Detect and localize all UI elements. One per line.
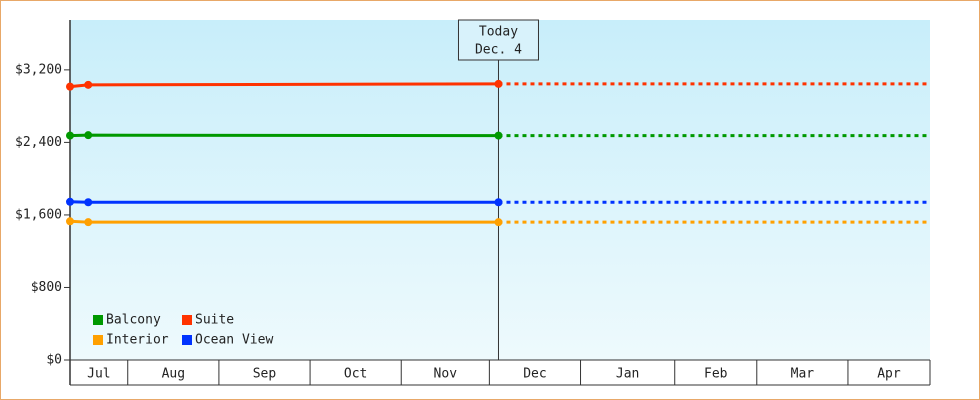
point <box>494 218 503 227</box>
x-tick-label: Jan <box>616 367 639 382</box>
point <box>494 198 503 207</box>
today-date: Dec. 4 <box>475 43 522 58</box>
point <box>494 131 503 140</box>
series-line <box>69 219 499 224</box>
x-tick-label: Sep <box>253 367 277 382</box>
x-tick-label: Feb <box>704 367 728 382</box>
x-tick-label: Dec <box>523 367 546 382</box>
legend-label: Suite <box>195 313 234 328</box>
x-tick-label: Mar <box>791 367 815 382</box>
legend-swatch <box>182 315 192 325</box>
x-tick-label: Nov <box>434 367 458 382</box>
point <box>66 217 74 226</box>
point <box>84 131 93 140</box>
point <box>66 131 74 140</box>
y-tick-label: $2,400 <box>15 135 62 150</box>
y-tick-label: $800 <box>31 280 62 295</box>
x-tick-label: Apr <box>877 367 901 382</box>
legend-label: Balcony <box>106 313 161 328</box>
legend-swatch <box>93 315 103 325</box>
point <box>84 80 93 89</box>
today-box <box>457 19 539 61</box>
plot-area <box>70 20 930 360</box>
y-tick-label: $0 <box>46 353 62 368</box>
legend-swatch <box>93 335 103 345</box>
point <box>84 218 93 227</box>
legend-label: Ocean View <box>195 333 273 348</box>
x-tick-label: Oct <box>344 367 367 382</box>
y-tick-label: $1,600 <box>15 207 62 222</box>
point <box>66 197 74 206</box>
y-tick-label: $3,200 <box>15 62 62 77</box>
point <box>84 198 93 207</box>
today-label: Today <box>479 25 518 40</box>
point <box>66 82 74 91</box>
legend-swatch <box>182 335 192 345</box>
legend-label: Interior <box>106 333 169 348</box>
x-tick-label: Jul <box>87 367 110 382</box>
x-tick-label: Aug <box>162 367 185 382</box>
point <box>494 79 503 88</box>
